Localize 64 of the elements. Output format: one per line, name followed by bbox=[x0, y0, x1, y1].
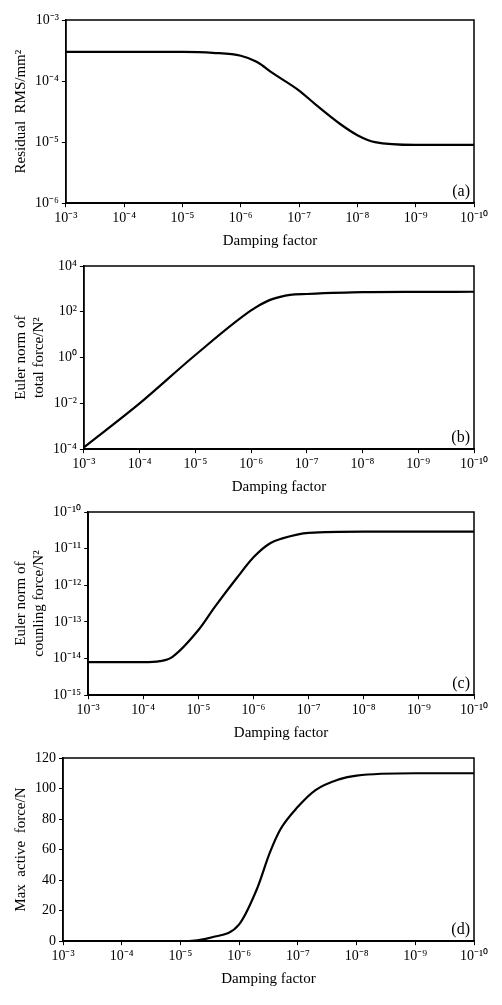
x-tick-label: 10⁻⁵ bbox=[186, 702, 211, 718]
y-tick-label: 10⁻⁶ bbox=[34, 194, 59, 210]
x-tick-label: 10⁻⁹ bbox=[403, 210, 428, 226]
x-axis-title: Damping factor bbox=[231, 477, 327, 494]
y-axis-title: Residual RMS/mm² bbox=[11, 49, 28, 174]
y-tick-label: 10⁻³ bbox=[35, 11, 59, 27]
y-tick-label: 10⁴ bbox=[57, 257, 77, 273]
x-axis-title: Damping factor bbox=[221, 969, 316, 986]
y-axis-title: Max active force/N bbox=[11, 787, 28, 912]
y-tick-label: 10⁰ bbox=[57, 349, 77, 365]
x-axis-title: Damping factor bbox=[222, 231, 318, 248]
x-tick-label: 10⁻⁹ bbox=[406, 456, 431, 472]
annotation: (c) bbox=[452, 674, 470, 693]
x-tick-label: 10⁻⁴ bbox=[127, 456, 152, 472]
x-tick-label: 10⁻³ bbox=[76, 702, 100, 718]
x-tick-label: 10⁻⁴ bbox=[131, 702, 156, 718]
x-tick-label: 10⁻⁸ bbox=[344, 948, 369, 964]
x-tick-label: 10⁻⁸ bbox=[345, 210, 370, 226]
y-axis-title: Euler norm of counling force/N² bbox=[11, 549, 46, 657]
x-tick-label: 10⁻⁴ bbox=[109, 948, 134, 964]
y-tick-label: 100 bbox=[35, 780, 56, 796]
y-tick-label: 10⁻¹² bbox=[53, 576, 82, 592]
x-tick-label: 10⁻⁶ bbox=[227, 948, 252, 964]
x-axis-title: Damping factor bbox=[233, 723, 329, 740]
x-tick-label: 10⁻¹⁰ bbox=[459, 702, 489, 718]
annotation: (d) bbox=[451, 920, 470, 939]
y-tick-label: 0 bbox=[49, 932, 56, 948]
x-tick-label: 10⁻⁹ bbox=[406, 702, 431, 718]
x-tick-label: 10⁻¹⁰ bbox=[459, 456, 489, 472]
x-tick-label: 10⁻¹⁰ bbox=[459, 210, 489, 226]
y-tick-label: 60 bbox=[42, 841, 56, 857]
y-tick-label: 10⁻¹¹ bbox=[53, 540, 82, 556]
x-tick-label: 10⁻⁷ bbox=[296, 702, 321, 718]
y-tick-label: 10² bbox=[58, 303, 77, 319]
y-tick-label: 10⁻¹⁵ bbox=[53, 686, 82, 702]
x-tick-label: 10⁻⁶ bbox=[241, 702, 266, 718]
y-tick-label: 120 bbox=[35, 749, 56, 765]
x-tick-label: 10⁻⁹ bbox=[403, 948, 428, 964]
y-tick-label: 10⁻¹³ bbox=[53, 613, 82, 629]
x-tick-label: 10⁻⁵ bbox=[168, 948, 193, 964]
x-tick-label: 10⁻⁶ bbox=[239, 456, 264, 472]
x-tick-label: 10⁻⁵ bbox=[170, 210, 195, 226]
y-tick-label: 40 bbox=[42, 871, 56, 887]
y-axis-title: Euler norm of total force/N² bbox=[11, 315, 46, 400]
x-tick-label: 10⁻⁸ bbox=[351, 702, 376, 718]
x-tick-label: 10⁻¹⁰ bbox=[459, 948, 489, 964]
x-tick-label: 10⁻³ bbox=[72, 456, 96, 472]
y-tick-label: 10⁻⁴ bbox=[52, 440, 77, 456]
y-tick-label: 80 bbox=[42, 810, 56, 826]
y-tick-label: 20 bbox=[42, 902, 56, 918]
x-tick-label: 10⁻⁷ bbox=[294, 456, 319, 472]
y-tick-label: 10⁻² bbox=[53, 395, 77, 411]
x-tick-label: 10⁻⁷ bbox=[287, 210, 312, 226]
x-tick-label: 10⁻⁵ bbox=[183, 456, 208, 472]
x-tick-label: 10⁻⁶ bbox=[228, 210, 253, 226]
y-tick-label: 10⁻⁴ bbox=[34, 72, 59, 88]
x-tick-label: 10⁻⁷ bbox=[285, 948, 310, 964]
x-tick-label: 10⁻⁴ bbox=[112, 210, 137, 226]
y-tick-label: 10⁻¹⁴ bbox=[53, 650, 82, 666]
x-tick-label: 10⁻⁸ bbox=[350, 456, 375, 472]
y-tick-label: 10⁻¹⁰ bbox=[52, 503, 82, 519]
annotation: (b) bbox=[451, 428, 470, 447]
y-tick-label: 10⁻⁵ bbox=[34, 133, 59, 149]
annotation: (a) bbox=[452, 182, 470, 201]
